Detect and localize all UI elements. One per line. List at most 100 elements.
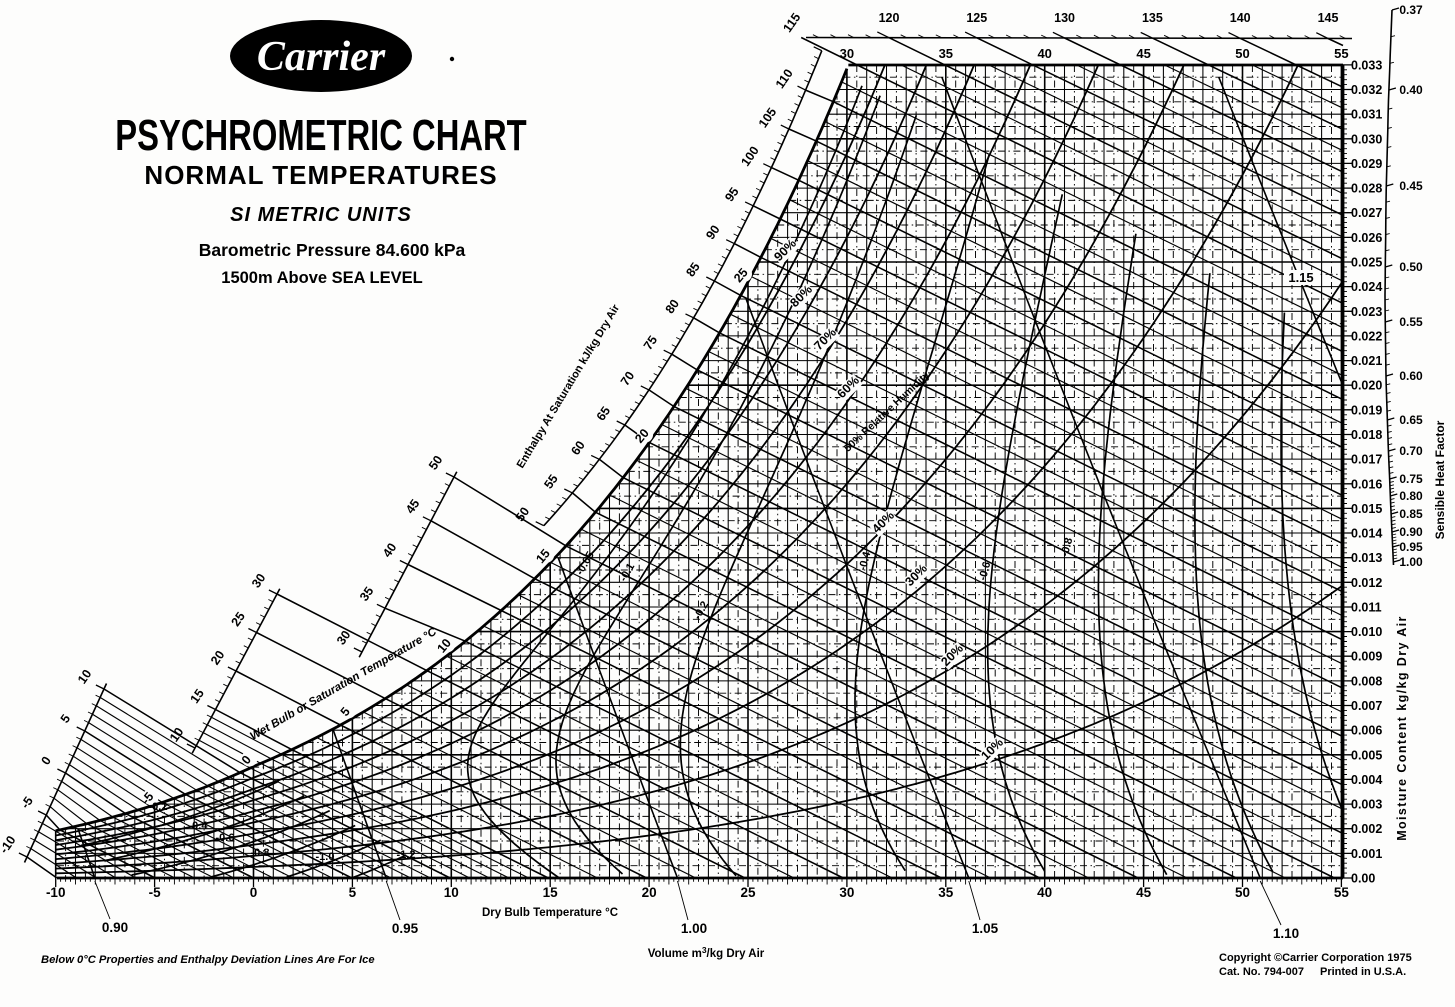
- svg-text:0.95: 0.95: [392, 921, 419, 936]
- svg-text:45: 45: [1136, 46, 1150, 61]
- svg-text:1.10: 1.10: [1273, 926, 1299, 941]
- svg-text:10: 10: [434, 636, 454, 656]
- svg-text:0.009: 0.009: [1351, 650, 1382, 664]
- svg-text:NORMAL TEMPERATURES: NORMAL TEMPERATURES: [144, 160, 497, 190]
- svg-text:130: 130: [1054, 11, 1075, 25]
- svg-text:0.008: 0.008: [1351, 674, 1382, 688]
- svg-text:1500m Above SEA LEVEL: 1500m Above SEA LEVEL: [221, 269, 422, 287]
- svg-text:35: 35: [939, 46, 953, 61]
- svg-text:SI METRIC UNITS: SI METRIC UNITS: [230, 204, 412, 226]
- svg-text:75: 75: [641, 333, 660, 352]
- svg-text:0.026: 0.026: [1351, 231, 1382, 245]
- svg-text:0.023: 0.023: [1351, 305, 1382, 319]
- svg-text:10: 10: [444, 885, 459, 900]
- svg-text:0.95: 0.95: [1399, 540, 1423, 554]
- svg-text:-0.8: -0.8: [1059, 537, 1076, 558]
- svg-text:Copyright ©Carrier Corporation: Copyright ©Carrier Corporation 1975: [1219, 952, 1412, 964]
- svg-text:20: 20: [208, 648, 227, 667]
- svg-text:-5: -5: [149, 885, 161, 900]
- svg-text:0.50: 0.50: [1399, 260, 1423, 274]
- svg-text:10: 10: [75, 667, 94, 686]
- svg-text:-0.4: -0.4: [189, 820, 209, 832]
- svg-text:0.016: 0.016: [1351, 477, 1382, 491]
- svg-text:0.013: 0.013: [1351, 551, 1382, 565]
- svg-text:135: 135: [1142, 11, 1163, 25]
- svg-text:0.032: 0.032: [1351, 83, 1382, 97]
- svg-text:90: 90: [703, 223, 722, 242]
- svg-text:50: 50: [426, 453, 445, 472]
- svg-text:25: 25: [740, 885, 756, 900]
- svg-text:-1.2: -1.2: [397, 849, 416, 861]
- svg-text:1.15: 1.15: [1288, 270, 1313, 285]
- svg-text:145: 145: [1318, 11, 1339, 25]
- svg-text:30: 30: [840, 46, 854, 61]
- svg-text:55: 55: [541, 472, 560, 491]
- svg-text:0.024: 0.024: [1351, 280, 1382, 294]
- svg-text:50: 50: [513, 505, 532, 524]
- svg-text:70: 70: [618, 369, 637, 388]
- svg-text:-0.6: -0.6: [216, 832, 235, 844]
- svg-text:20: 20: [632, 426, 652, 446]
- svg-text:0.004: 0.004: [1351, 773, 1382, 787]
- svg-text:-1.0: -1.0: [316, 851, 335, 863]
- svg-text:0.010: 0.010: [1351, 625, 1382, 639]
- svg-text:45: 45: [403, 497, 422, 516]
- svg-text:0.002: 0.002: [1351, 822, 1382, 836]
- svg-text:40: 40: [1037, 46, 1051, 61]
- svg-text:0.001: 0.001: [1351, 847, 1382, 861]
- svg-text:50: 50: [1235, 46, 1249, 61]
- svg-text:-0.2: -0.2: [149, 801, 168, 813]
- svg-text:0: 0: [250, 885, 258, 900]
- svg-text:0.027: 0.027: [1351, 206, 1382, 220]
- svg-text:40: 40: [1037, 885, 1052, 900]
- svg-text:0.65: 0.65: [1399, 413, 1423, 427]
- svg-text:60: 60: [568, 438, 587, 457]
- svg-text:30: 30: [334, 628, 353, 647]
- svg-text:Printed in U.S.A.: Printed in U.S.A.: [1320, 966, 1406, 978]
- svg-text:Moisture Content kg/kg Dry Air: Moisture Content kg/kg Dry Air: [1395, 615, 1409, 841]
- svg-text:85: 85: [683, 260, 702, 279]
- svg-text:0.031: 0.031: [1351, 108, 1382, 122]
- svg-text:Carrier: Carrier: [257, 34, 386, 80]
- svg-text:0.012: 0.012: [1351, 576, 1382, 590]
- svg-text:0.015: 0.015: [1351, 502, 1382, 516]
- svg-text:0.019: 0.019: [1351, 403, 1382, 417]
- svg-text:0.030: 0.030: [1351, 132, 1382, 146]
- svg-text:-0.6: -0.6: [977, 561, 994, 582]
- svg-text:120: 120: [879, 11, 900, 25]
- svg-text:95: 95: [722, 185, 741, 204]
- svg-text:Below 0°C Properties and Entha: Below 0°C Properties and Enthalpy Deviat…: [41, 954, 375, 966]
- svg-text:30: 30: [839, 885, 854, 900]
- svg-text:0.90: 0.90: [1399, 525, 1423, 539]
- svg-text:0.029: 0.029: [1351, 157, 1382, 171]
- svg-text:1.05: 1.05: [972, 921, 999, 936]
- svg-text:1.00: 1.00: [681, 921, 707, 936]
- svg-text:0.028: 0.028: [1351, 182, 1382, 196]
- svg-text:0.60: 0.60: [1399, 369, 1423, 383]
- svg-text:0.033: 0.033: [1351, 58, 1382, 72]
- svg-text:55: 55: [1334, 885, 1350, 900]
- svg-text:0.40: 0.40: [1399, 83, 1423, 97]
- svg-text:50: 50: [1235, 885, 1250, 900]
- svg-text:Cat. No. 794-007: Cat. No. 794-007: [1219, 966, 1304, 978]
- svg-text:65: 65: [594, 404, 613, 423]
- svg-text:0.018: 0.018: [1351, 428, 1382, 442]
- svg-text:0.006: 0.006: [1351, 724, 1382, 738]
- svg-text:15: 15: [188, 686, 207, 705]
- svg-text:1.00: 1.00: [1399, 555, 1423, 569]
- svg-text:Barometric Pressure 84.600 kPa: Barometric Pressure 84.600 kPa: [199, 240, 466, 260]
- svg-text:125: 125: [966, 11, 987, 25]
- svg-text:0.017: 0.017: [1351, 453, 1382, 467]
- svg-text:35: 35: [357, 584, 376, 603]
- svg-text:0.85: 0.85: [1399, 507, 1423, 521]
- svg-text:0.90: 0.90: [102, 920, 128, 935]
- svg-text:40: 40: [380, 540, 399, 559]
- svg-text:Dry Bulb Temperature °C: Dry Bulb Temperature °C: [482, 907, 618, 919]
- svg-text:0.020: 0.020: [1351, 379, 1382, 393]
- svg-text:55: 55: [1334, 46, 1348, 61]
- svg-text:35: 35: [938, 885, 954, 900]
- svg-text:0.75: 0.75: [1399, 472, 1423, 486]
- svg-text:140: 140: [1230, 11, 1251, 25]
- svg-text:0.005: 0.005: [1351, 748, 1382, 762]
- svg-text:0.70: 0.70: [1399, 444, 1423, 458]
